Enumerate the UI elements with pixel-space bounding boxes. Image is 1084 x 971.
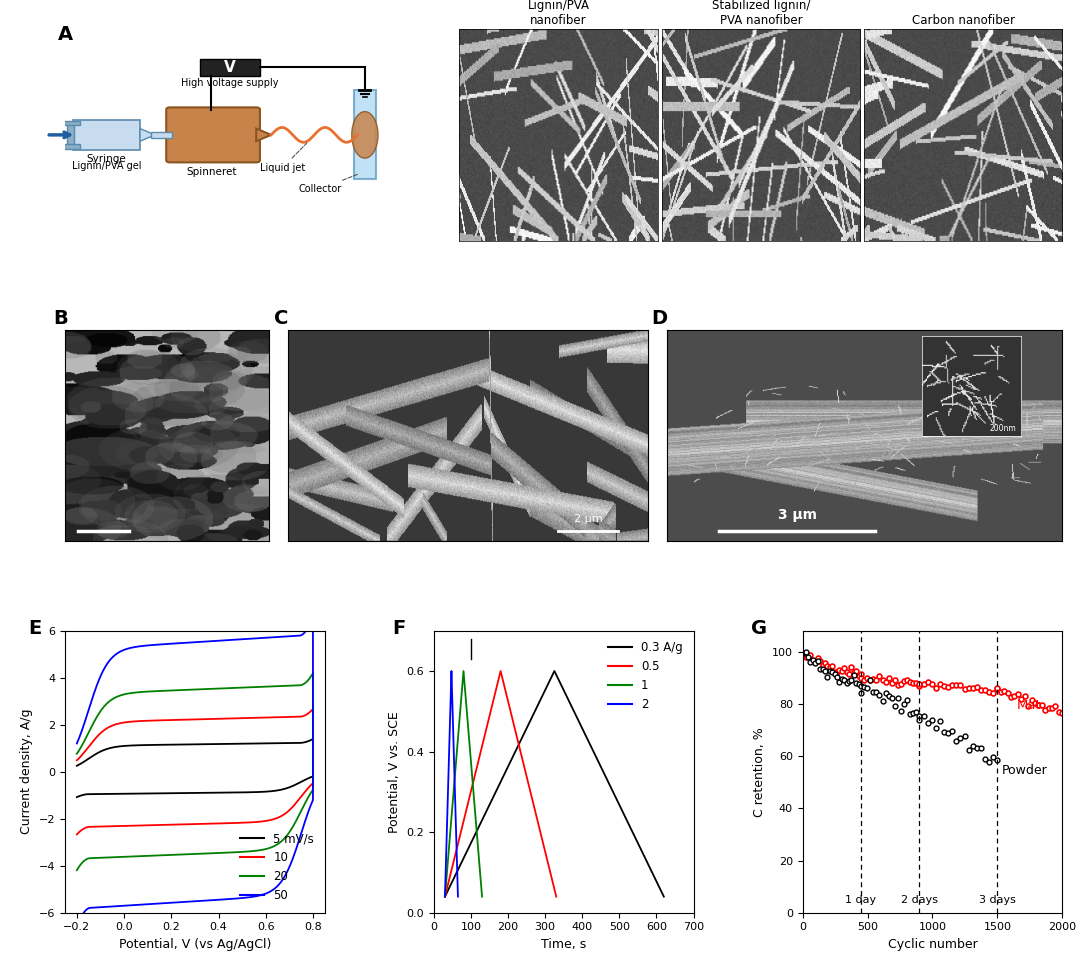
Text: Mat: Mat bbox=[1017, 699, 1042, 712]
Polygon shape bbox=[140, 128, 155, 141]
Text: 2 days: 2 days bbox=[901, 895, 938, 905]
Text: High voltage supply: High voltage supply bbox=[181, 78, 279, 87]
Polygon shape bbox=[256, 128, 271, 141]
X-axis label: Time, s: Time, s bbox=[541, 938, 586, 951]
Text: B: B bbox=[53, 309, 67, 328]
Title: Lignin/PVA
nanofiber: Lignin/PVA nanofiber bbox=[528, 0, 590, 26]
Text: A: A bbox=[57, 25, 73, 44]
FancyBboxPatch shape bbox=[166, 108, 260, 162]
Y-axis label: Current density, A/g: Current density, A/g bbox=[21, 709, 34, 834]
Text: Lignin/PVA gel: Lignin/PVA gel bbox=[72, 161, 141, 171]
Title: Carbon nanofiber: Carbon nanofiber bbox=[912, 14, 1015, 26]
Text: V: V bbox=[224, 59, 236, 75]
Text: Spinneret: Spinneret bbox=[186, 167, 236, 177]
Text: C: C bbox=[273, 309, 288, 328]
X-axis label: Cyclic number: Cyclic number bbox=[888, 938, 978, 951]
Y-axis label: C retention, %: C retention, % bbox=[753, 727, 766, 817]
Text: 1 day: 1 day bbox=[846, 895, 877, 905]
Text: E: E bbox=[28, 619, 42, 639]
Text: 3 μm: 3 μm bbox=[778, 508, 817, 522]
Text: Collector: Collector bbox=[298, 174, 359, 194]
Legend: 0.3 A/g, 0.5, 1, 2: 0.3 A/g, 0.5, 1, 2 bbox=[604, 637, 687, 716]
Text: Syringe: Syringe bbox=[87, 154, 126, 164]
Y-axis label: Potential, V vs. SCE: Potential, V vs. SCE bbox=[388, 711, 401, 832]
Text: D: D bbox=[650, 309, 667, 328]
Text: G: G bbox=[750, 619, 766, 639]
Bar bbox=[67, 123, 75, 147]
Polygon shape bbox=[353, 90, 376, 180]
Bar bbox=[62, 121, 80, 125]
Text: Liquid jet: Liquid jet bbox=[260, 143, 307, 173]
Bar bbox=[73, 120, 140, 150]
Text: 3 days: 3 days bbox=[979, 895, 1016, 905]
Text: F: F bbox=[392, 619, 405, 639]
Text: 2 μm: 2 μm bbox=[573, 515, 603, 524]
Ellipse shape bbox=[351, 112, 378, 158]
Bar bbox=[152, 132, 172, 138]
Bar bbox=[199, 58, 260, 76]
Title: Stabilized lignin/
PVA nanofiber: Stabilized lignin/ PVA nanofiber bbox=[712, 0, 810, 26]
Legend: 5 mV/s, 10, 20, 50: 5 mV/s, 10, 20, 50 bbox=[235, 827, 319, 907]
X-axis label: Potential, V (vs Ag/AgCl): Potential, V (vs Ag/AgCl) bbox=[119, 938, 271, 951]
Bar bbox=[62, 145, 80, 149]
Text: Powder: Powder bbox=[1002, 764, 1047, 778]
